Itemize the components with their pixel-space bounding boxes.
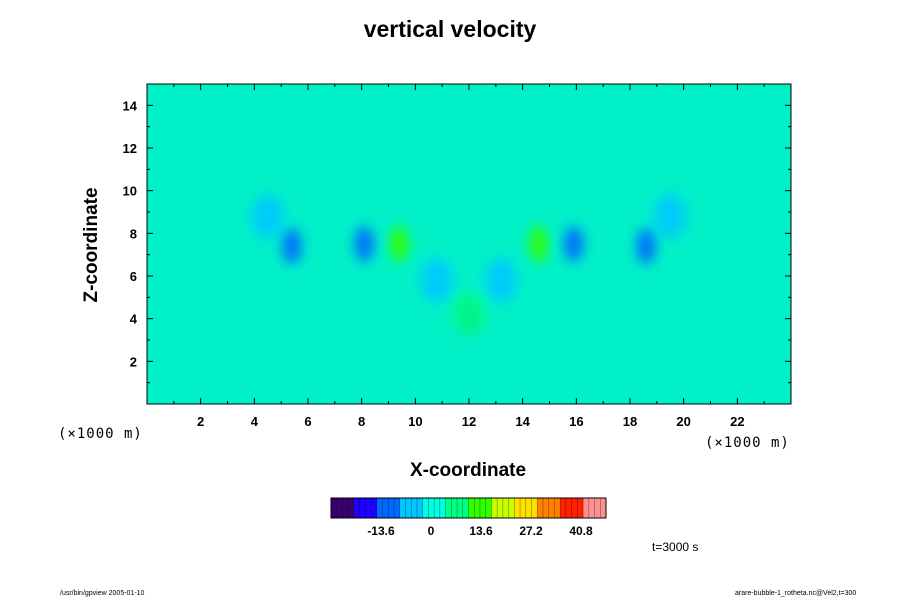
field-feature-3 [636,228,657,265]
field-feature-5 [420,258,453,303]
x-tick-label: 14 [515,414,530,429]
field-feature-1 [354,226,375,262]
velocity-field [147,84,791,404]
field-feature-11 [654,194,687,239]
x-tick-label: 18 [623,414,637,429]
x-tick-label: 20 [676,414,690,429]
field-feature-8 [528,226,549,262]
colorbar-segment [445,498,469,518]
x-tick-label: 8 [358,414,365,429]
x-unit-label: (×1000 m) [705,435,790,451]
x-tick-label: 2 [197,414,204,429]
time-annotation: t=3000 s [652,540,699,554]
field-feature-7 [389,226,410,262]
y-tick-label: 12 [123,141,137,156]
x-axis: 2 4 6 8 10 12 14 16 18 20 22 [173,84,765,429]
field-feature-6 [485,258,518,303]
colorbar-tick-label: 0 [428,524,435,538]
footer-source: arare-bubble-1_rotheta.nc@Vel2,t=300 [735,590,857,597]
colorbar-tick-label: -13.6 [367,524,395,538]
field-background [147,84,791,404]
y-tick-label: 8 [130,226,137,241]
colorbar-frame [330,497,607,519]
y-axis-label: Z-coordinate [81,187,102,303]
x-axis-label: X-coordinate [409,460,527,481]
y-tick-label: 14 [123,98,138,113]
y-axis: 2 4 6 8 10 12 14 [123,98,791,384]
y-tick-label: 2 [130,354,137,369]
colorbar-segment [376,498,401,518]
x-tick-label: 4 [251,414,259,429]
chart-title: vertical velocity [363,16,537,42]
y-tick-label: 4 [130,312,138,327]
colorbar-segment [537,498,561,518]
x-tick-label: 10 [408,414,422,429]
y-tick-label: 10 [123,184,137,199]
x-tick-label: 22 [730,414,744,429]
colorbar-tick-label: 27.2 [519,524,543,538]
x-tick-label: 12 [462,414,476,429]
colorbar-tick-label: 40.8 [569,524,593,538]
colorbar-tick-label: 13.6 [469,524,493,538]
field-feature-10 [251,194,284,239]
x-tick-label: 16 [569,414,583,429]
field-feature-2 [563,226,584,262]
footer-command: /usr/bin/gpview 2005-01-10 [60,590,145,597]
field-feature-0 [281,228,302,265]
colorbar: -13.6 0 13.6 27.2 40.8 [330,497,607,538]
x-tick-label: 6 [304,414,311,429]
y-unit-label: (×1000 m) [58,426,143,442]
field-feature-9 [453,292,485,337]
y-tick-label: 6 [130,269,137,284]
